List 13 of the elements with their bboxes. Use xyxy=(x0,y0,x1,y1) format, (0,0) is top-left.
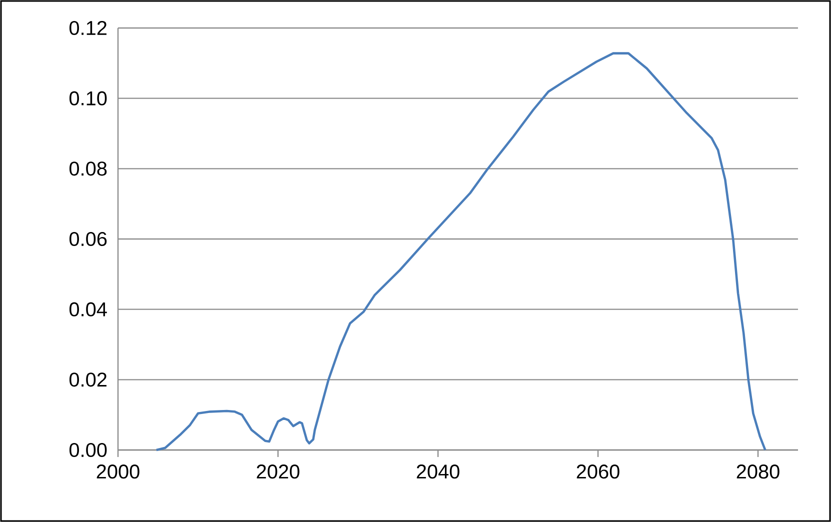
x-tick-label: 2040 xyxy=(416,464,460,479)
y-tick-label: 0.12 xyxy=(69,20,106,36)
y-tick-label: 0.04 xyxy=(69,302,107,316)
y-tick-label: 0.10 xyxy=(69,91,107,106)
y-tick-label: 0.00 xyxy=(69,442,107,458)
x-tick-label: 2020 xyxy=(256,464,300,479)
y-tick-label: 0.02 xyxy=(69,372,106,387)
x-tick-label: 2080 xyxy=(736,464,780,479)
y-tick-label: 0.08 xyxy=(69,162,107,176)
line-series xyxy=(155,52,766,452)
x-tick-label: 2000 xyxy=(96,464,140,479)
y-tick-label: 0.06 xyxy=(69,232,107,246)
x-tick-label: 2060 xyxy=(576,464,620,479)
